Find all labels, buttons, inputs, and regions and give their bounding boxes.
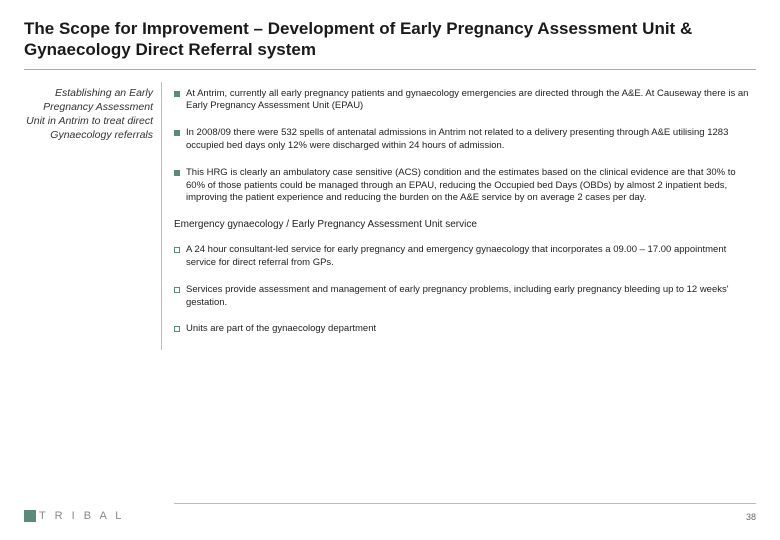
square-hollow-bullet-icon — [174, 247, 180, 253]
bullet-item: Services provide assessment and manageme… — [174, 284, 756, 310]
square-bullet-icon — [174, 170, 180, 176]
bullet-text: A 24 hour consultant-led service for ear… — [186, 244, 756, 270]
logo-square-icon — [24, 510, 36, 522]
bullet-item: A 24 hour consultant-led service for ear… — [174, 244, 756, 270]
page-number: 38 — [746, 512, 756, 522]
logo-text: T R I B A L — [39, 510, 124, 522]
footer-row: T R I B A L 38 — [24, 510, 756, 522]
bullet-text: This HRG is clearly an ambulatory case s… — [186, 167, 756, 205]
sidebar: Establishing an Early Pregnancy Assessme… — [24, 82, 162, 351]
content-row: Establishing an Early Pregnancy Assessme… — [24, 82, 756, 351]
footer: T R I B A L 38 — [24, 503, 756, 522]
bullet-text: In 2008/09 there were 532 spells of ante… — [186, 127, 756, 153]
bullet-item: This HRG is clearly an ambulatory case s… — [174, 167, 756, 205]
bullet-item: Units are part of the gynaecology depart… — [174, 323, 756, 336]
sidebar-callout: Establishing an Early Pregnancy Assessme… — [24, 86, 153, 143]
square-bullet-icon — [174, 91, 180, 97]
slide-title: The Scope for Improvement – Development … — [24, 18, 756, 70]
square-hollow-bullet-icon — [174, 326, 180, 332]
subheading: Emergency gynaecology / Early Pregnancy … — [174, 219, 756, 230]
bullet-text: Units are part of the gynaecology depart… — [186, 323, 376, 336]
bullet-item: In 2008/09 there were 532 spells of ante… — [174, 127, 756, 153]
main-body: At Antrim, currently all early pregnancy… — [174, 82, 756, 351]
square-hollow-bullet-icon — [174, 287, 180, 293]
logo: T R I B A L — [24, 510, 124, 522]
bullet-text: At Antrim, currently all early pregnancy… — [186, 88, 756, 114]
bullet-item: At Antrim, currently all early pregnancy… — [174, 88, 756, 114]
bullet-text: Services provide assessment and manageme… — [186, 284, 756, 310]
footer-rule — [174, 503, 756, 504]
square-bullet-icon — [174, 130, 180, 136]
